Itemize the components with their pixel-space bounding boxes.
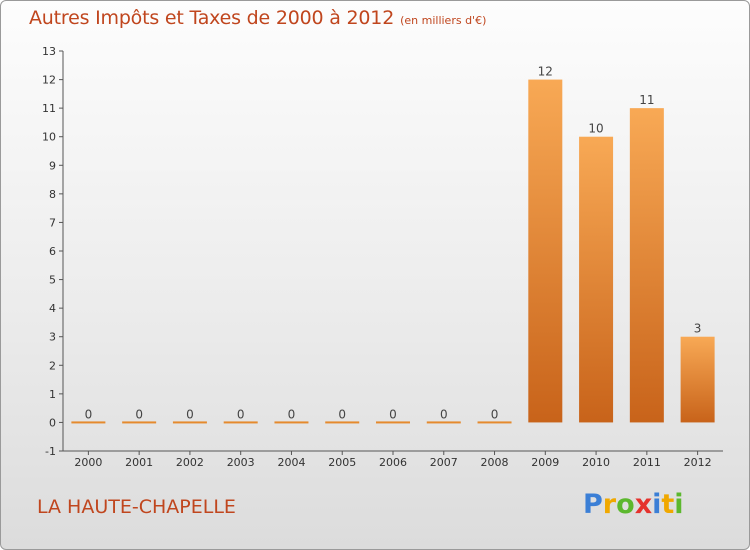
bar — [528, 79, 563, 423]
y-tick-label: -1 — [45, 445, 56, 458]
chart-unit: (en milliers d'€) — [400, 14, 487, 27]
x-tick-label: 2010 — [582, 456, 610, 469]
x-tick-label: 2004 — [277, 456, 305, 469]
bar — [629, 108, 664, 423]
x-tick-label: 2002 — [176, 456, 204, 469]
data-label: 10 — [588, 122, 603, 136]
bar — [274, 421, 309, 424]
y-tick-label: 10 — [42, 131, 56, 144]
logo-letter: i — [674, 489, 684, 520]
logo-letter: x — [634, 489, 653, 520]
y-tick-label: 13 — [42, 45, 56, 58]
x-tick-label: 2009 — [531, 456, 559, 469]
data-label: 3 — [694, 322, 702, 336]
x-tick-label: 2007 — [430, 456, 458, 469]
y-tick-label: 1 — [49, 388, 56, 401]
x-tick-label: 2001 — [125, 456, 153, 469]
x-tick-label: 2003 — [227, 456, 255, 469]
logo-letter: o — [616, 489, 635, 520]
x-tick-label: 2008 — [481, 456, 509, 469]
commune-name: LA HAUTE-CHAPELLE — [37, 496, 236, 518]
data-label: 0 — [135, 407, 143, 421]
bar — [680, 336, 715, 423]
bar — [579, 136, 614, 423]
data-label: 0 — [288, 407, 296, 421]
y-tick-label: 3 — [49, 331, 56, 344]
x-tick-label: 2011 — [633, 456, 661, 469]
bar — [376, 421, 410, 424]
y-tick-label: 12 — [42, 74, 56, 87]
data-label: 0 — [85, 407, 93, 421]
y-tick-label: 0 — [49, 416, 56, 429]
x-tick-label: 2000 — [74, 456, 102, 469]
bar — [426, 421, 461, 424]
bar — [223, 421, 258, 424]
data-label: 0 — [237, 407, 245, 421]
chart-title: Autres Impôts et Taxes de 2000 à 2012 — [29, 7, 395, 29]
bar — [477, 421, 512, 424]
data-label: 0 — [440, 407, 448, 421]
logo-letter: P — [583, 489, 603, 520]
data-label: 0 — [186, 407, 194, 421]
y-tick-label: 5 — [49, 274, 56, 287]
logo-letter: i — [652, 489, 662, 520]
x-tick-label: 2006 — [379, 456, 407, 469]
bar — [325, 421, 360, 424]
bar — [122, 421, 157, 424]
y-tick-label: 9 — [49, 159, 56, 172]
x-tick-label: 2005 — [328, 456, 356, 469]
proxiti-logo: Proxiti — [583, 489, 684, 520]
x-tick-label: 2012 — [684, 456, 712, 469]
title-row: Autres Impôts et Taxes de 2000 à 2012 (en… — [29, 7, 486, 29]
y-tick-label: 6 — [49, 245, 56, 258]
y-tick-label: 11 — [42, 102, 56, 115]
y-tick-label: 8 — [49, 188, 56, 201]
data-label: 11 — [639, 93, 654, 107]
data-label: 0 — [491, 407, 499, 421]
data-label: 0 — [389, 407, 397, 421]
data-label: 0 — [338, 407, 346, 421]
logo-letter: r — [602, 489, 617, 520]
bar — [172, 421, 207, 424]
y-tick-label: 4 — [49, 302, 56, 315]
logo-letter: t — [661, 489, 675, 520]
y-tick-label: 7 — [49, 216, 56, 229]
bar — [71, 421, 106, 424]
data-label: 12 — [538, 65, 553, 79]
y-tick-label: 2 — [49, 359, 56, 372]
